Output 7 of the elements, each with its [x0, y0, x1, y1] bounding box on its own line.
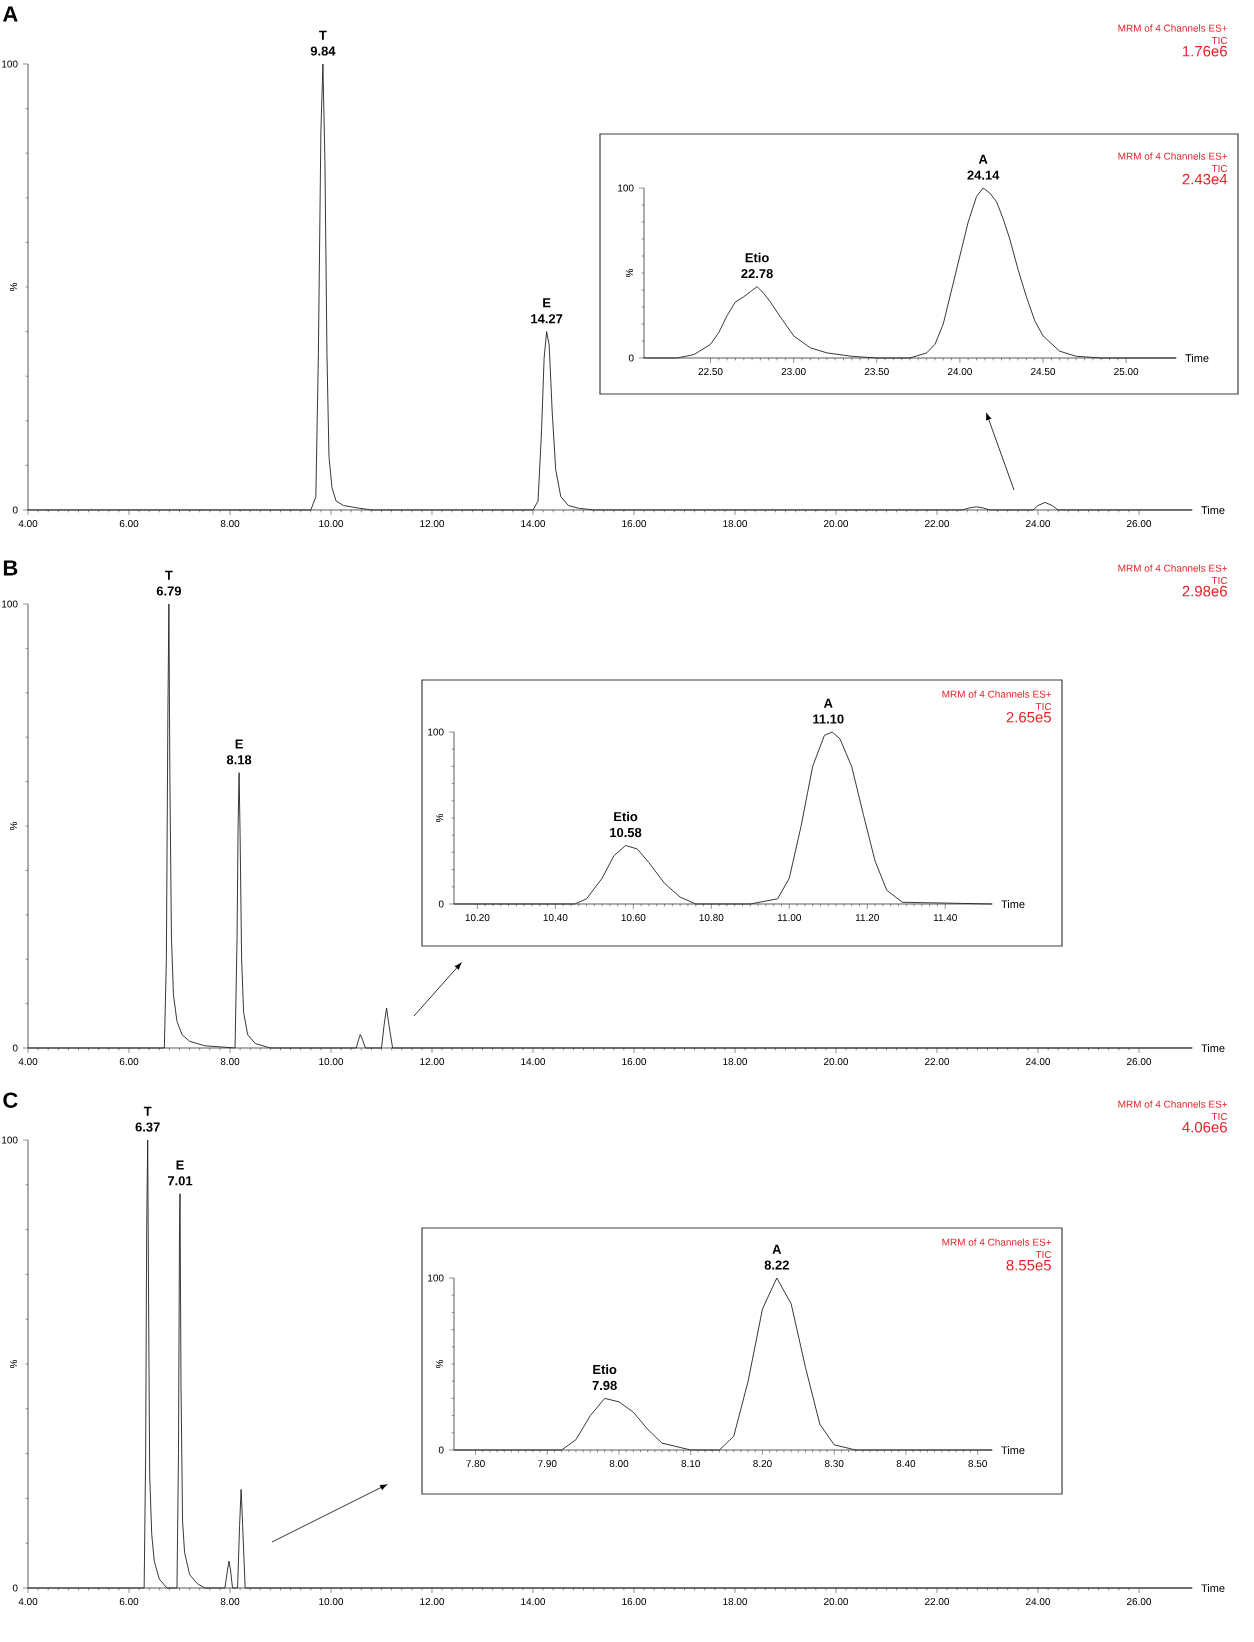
- line-series: [27, 603, 1193, 1049]
- line-series: [453, 731, 993, 905]
- line-series: [453, 1277, 993, 1451]
- chart-title: A: [2, 6, 18, 22]
- chart-title: B: [3, 560, 18, 576]
- chart-title: C: [3, 1092, 18, 1108]
- line-series: [27, 1139, 1193, 1589]
